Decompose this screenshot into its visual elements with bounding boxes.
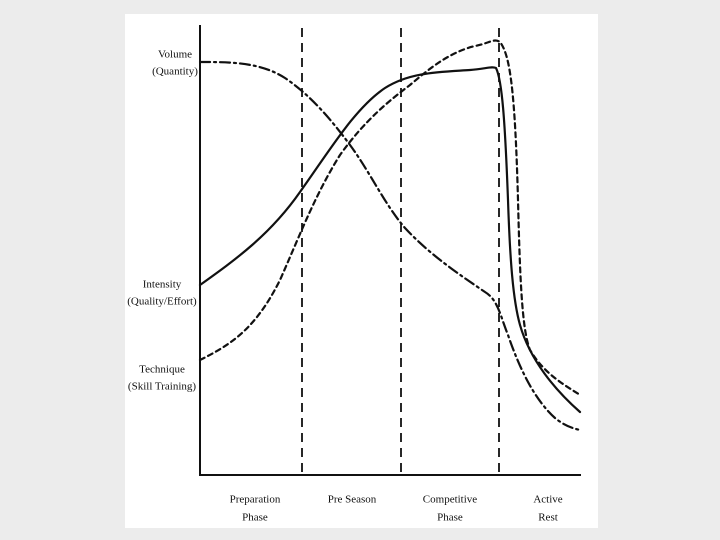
y-labels: Volume (Quantity) Intensity (Quality/Eff… bbox=[127, 49, 198, 393]
phase-label: Competitive bbox=[423, 494, 478, 506]
panel bbox=[125, 14, 598, 528]
phase-label: Pre Season bbox=[328, 494, 377, 506]
intensity-curve bbox=[198, 66, 582, 414]
y-label-sub: (Quantity) bbox=[152, 66, 198, 78]
volume-curve bbox=[198, 60, 582, 432]
phase-label: Phase bbox=[242, 512, 268, 524]
y-label: Intensity bbox=[143, 279, 182, 291]
y-label-sub: (Quality/Effort) bbox=[127, 296, 197, 308]
technique-curve bbox=[198, 39, 582, 397]
phase-label: Phase bbox=[437, 512, 463, 524]
phase-labels: Preparation Phase Pre Season Competitive… bbox=[230, 494, 563, 524]
phase-label: Active bbox=[533, 494, 562, 506]
y-label-sub: (Skill Training) bbox=[128, 381, 196, 393]
phase-label: Preparation bbox=[230, 494, 281, 506]
y-label: Technique bbox=[139, 364, 185, 376]
phase-label: Rest bbox=[538, 512, 558, 524]
y-label: Volume bbox=[158, 49, 192, 61]
